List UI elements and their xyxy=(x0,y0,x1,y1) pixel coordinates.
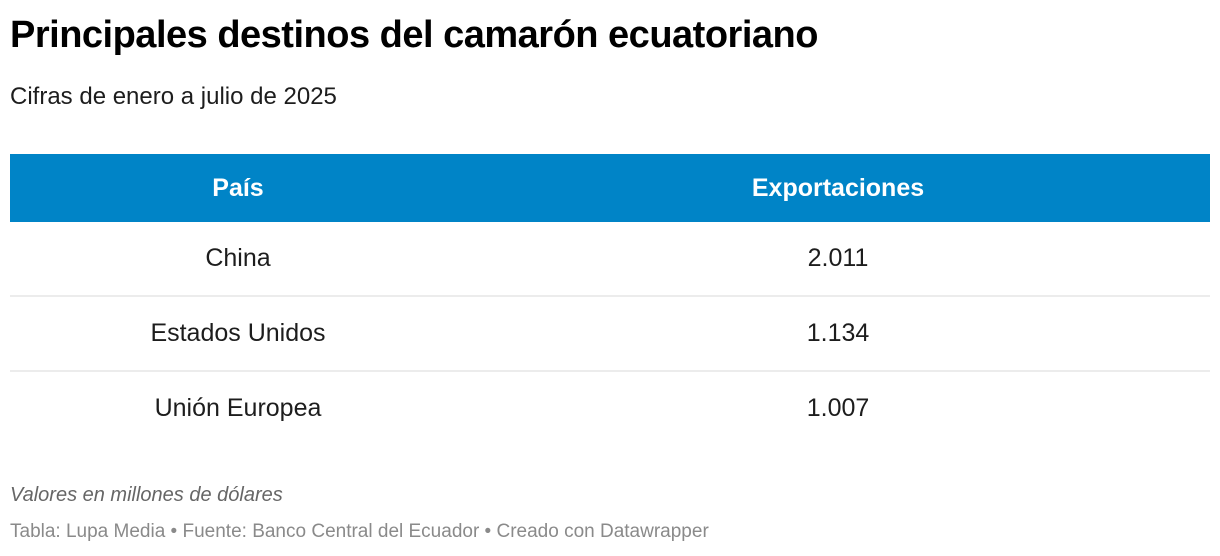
cell-exports: 2.011 xyxy=(466,222,1210,297)
column-header-exports[interactable]: Exportaciones xyxy=(466,154,1210,222)
units-note: Valores en millones de dólares xyxy=(10,484,283,506)
chart-title: Principales destinos del camarón ecuator… xyxy=(10,14,818,56)
source-credit: Tabla: Lupa Media • Fuente: Banco Centra… xyxy=(10,521,709,542)
cell-exports: 1.134 xyxy=(466,296,1210,372)
table-header-row: País Exportaciones xyxy=(10,154,1210,222)
column-header-country[interactable]: País xyxy=(10,154,466,222)
cell-country: China xyxy=(10,222,466,297)
cell-exports: 1.007 xyxy=(806,394,870,422)
cell-country: Unión Europea xyxy=(154,394,322,422)
table-row: Unión Europea 1.007 xyxy=(10,371,1210,445)
cell-country: Estados Unidos xyxy=(10,296,466,372)
data-table: País Exportaciones China 2.011 Estados U… xyxy=(10,154,1210,445)
chart-subtitle: Cifras de enero a julio de 2025 xyxy=(10,83,337,110)
table-row: Estados Unidos 1.134 xyxy=(10,296,1210,372)
table-row: China 2.011 xyxy=(10,222,1210,297)
